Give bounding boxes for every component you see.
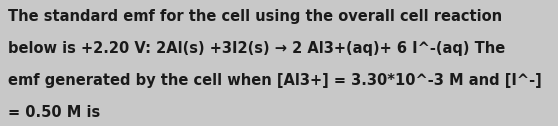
Text: emf generated by the cell when [Al3+] = 3.30*10^-3 M and [I^-]: emf generated by the cell when [Al3+] = … bbox=[8, 73, 542, 88]
Text: below is +2.20 V: 2Al(s) +3I2(s) → 2 Al3+(aq)+ 6 I^-(aq) The: below is +2.20 V: 2Al(s) +3I2(s) → 2 Al3… bbox=[8, 41, 506, 56]
Text: = 0.50 M is: = 0.50 M is bbox=[8, 105, 100, 120]
Text: The standard emf for the cell using the overall cell reaction: The standard emf for the cell using the … bbox=[8, 9, 503, 24]
